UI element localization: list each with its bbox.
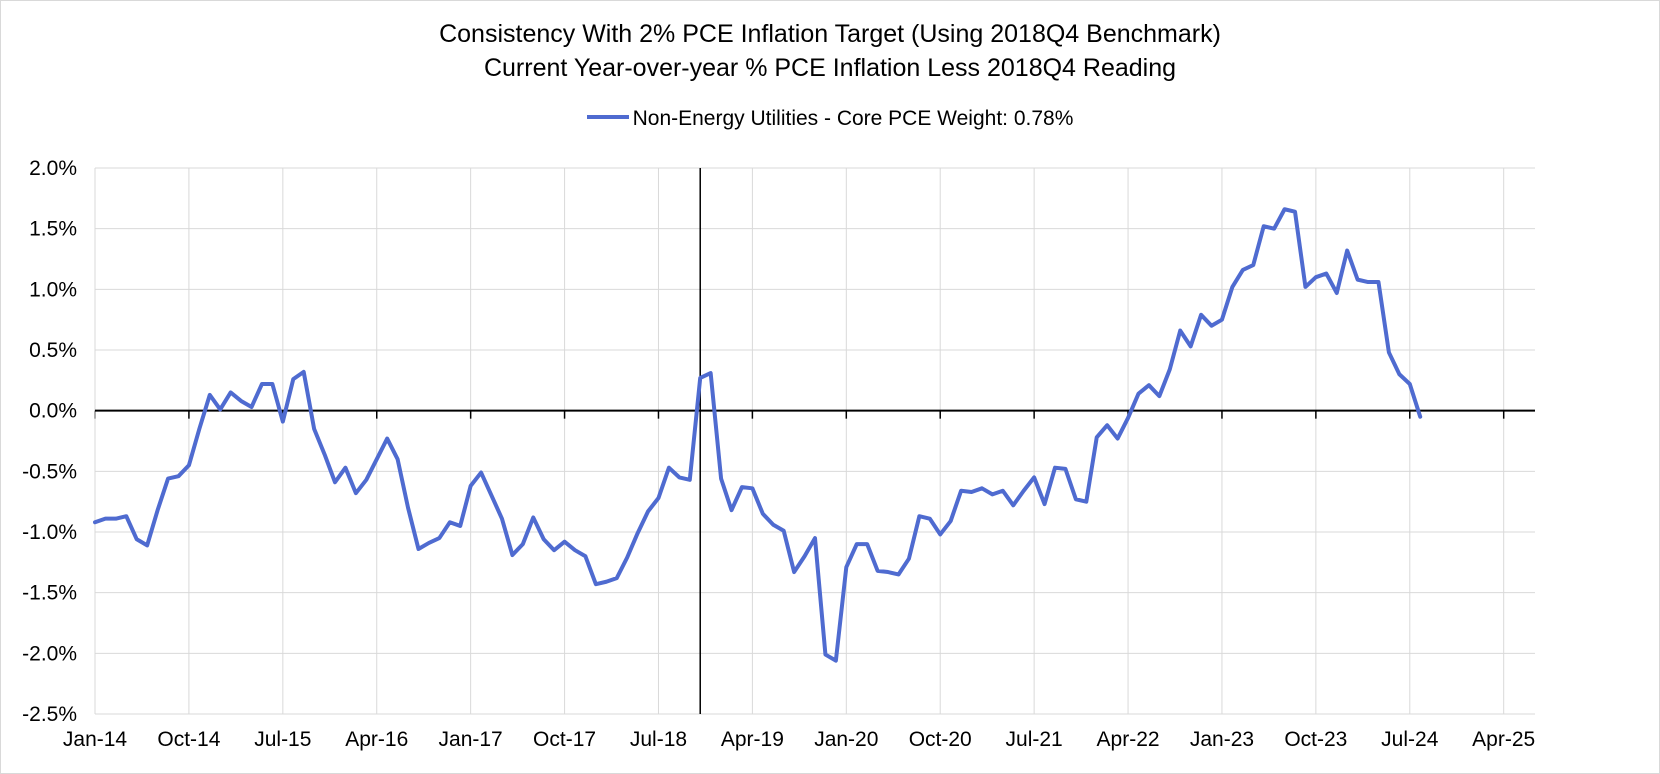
x-tick-label: Jan-17 xyxy=(439,728,503,751)
x-tick-label: Oct-23 xyxy=(1284,728,1347,751)
x-tick-label: Jul-21 xyxy=(1006,728,1063,751)
chart-title: Consistency With 2% PCE Inflation Target… xyxy=(439,20,1221,48)
x-tick-label: Jul-18 xyxy=(630,728,687,751)
y-tick-label: 1.0% xyxy=(29,278,77,301)
x-tick-label: Oct-17 xyxy=(533,728,596,751)
x-tick-label: Jan-20 xyxy=(814,728,878,751)
y-tick-label: 0.5% xyxy=(29,339,77,362)
y-tick-label: -1.5% xyxy=(22,582,77,605)
x-tick-label: Apr-22 xyxy=(1097,728,1160,751)
y-tick-label: 0.0% xyxy=(29,400,77,423)
y-tick-label: -2.0% xyxy=(22,642,77,665)
x-tick-label: Jan-23 xyxy=(1190,728,1254,751)
y-tick-label: 1.5% xyxy=(29,218,77,241)
x-tick-label: Apr-19 xyxy=(721,728,784,751)
y-tick-label: 2.0% xyxy=(29,157,77,180)
chart-subtitle: Current Year-over-year % PCE Inflation L… xyxy=(483,54,1177,82)
series-line-non-energy-utilities xyxy=(93,207,1423,663)
x-tick-label: Oct-20 xyxy=(909,728,972,751)
x-tick-label: Jul-24 xyxy=(1381,728,1439,751)
y-tick-label: -2.5% xyxy=(22,703,77,726)
x-tick-label: Oct-14 xyxy=(157,728,220,751)
legend-swatch xyxy=(586,115,629,120)
legend: Non-Energy Utilities - Core PCE Weight: … xyxy=(0,106,1660,132)
x-tick-label: Apr-25 xyxy=(1472,728,1535,751)
y-tick-label: -0.5% xyxy=(22,460,77,483)
y-tick-label: -1.0% xyxy=(22,521,77,544)
x-tick-label: Apr-16 xyxy=(345,728,408,751)
legend-label: Non-Energy Utilities - Core PCE Weight: … xyxy=(632,107,1074,130)
x-tick-label: Jan-14 xyxy=(63,728,128,751)
x-tick-label: Jul-15 xyxy=(254,728,311,751)
